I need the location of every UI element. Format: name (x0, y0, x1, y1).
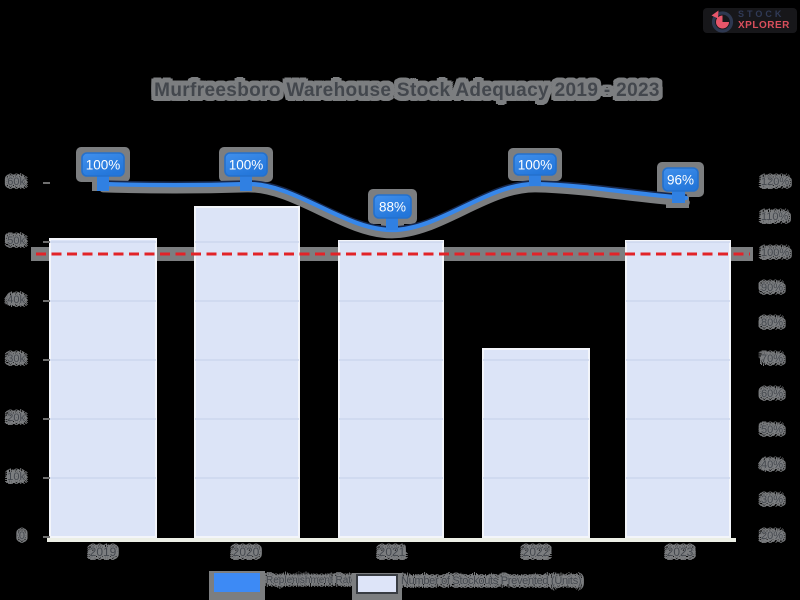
svg-text:88%: 88% (379, 200, 406, 215)
svg-text:100%: 100% (229, 158, 264, 173)
svg-text:100%: 100% (518, 158, 553, 173)
svg-text:100%: 100% (86, 158, 121, 173)
svg-text:96%: 96% (667, 173, 694, 188)
